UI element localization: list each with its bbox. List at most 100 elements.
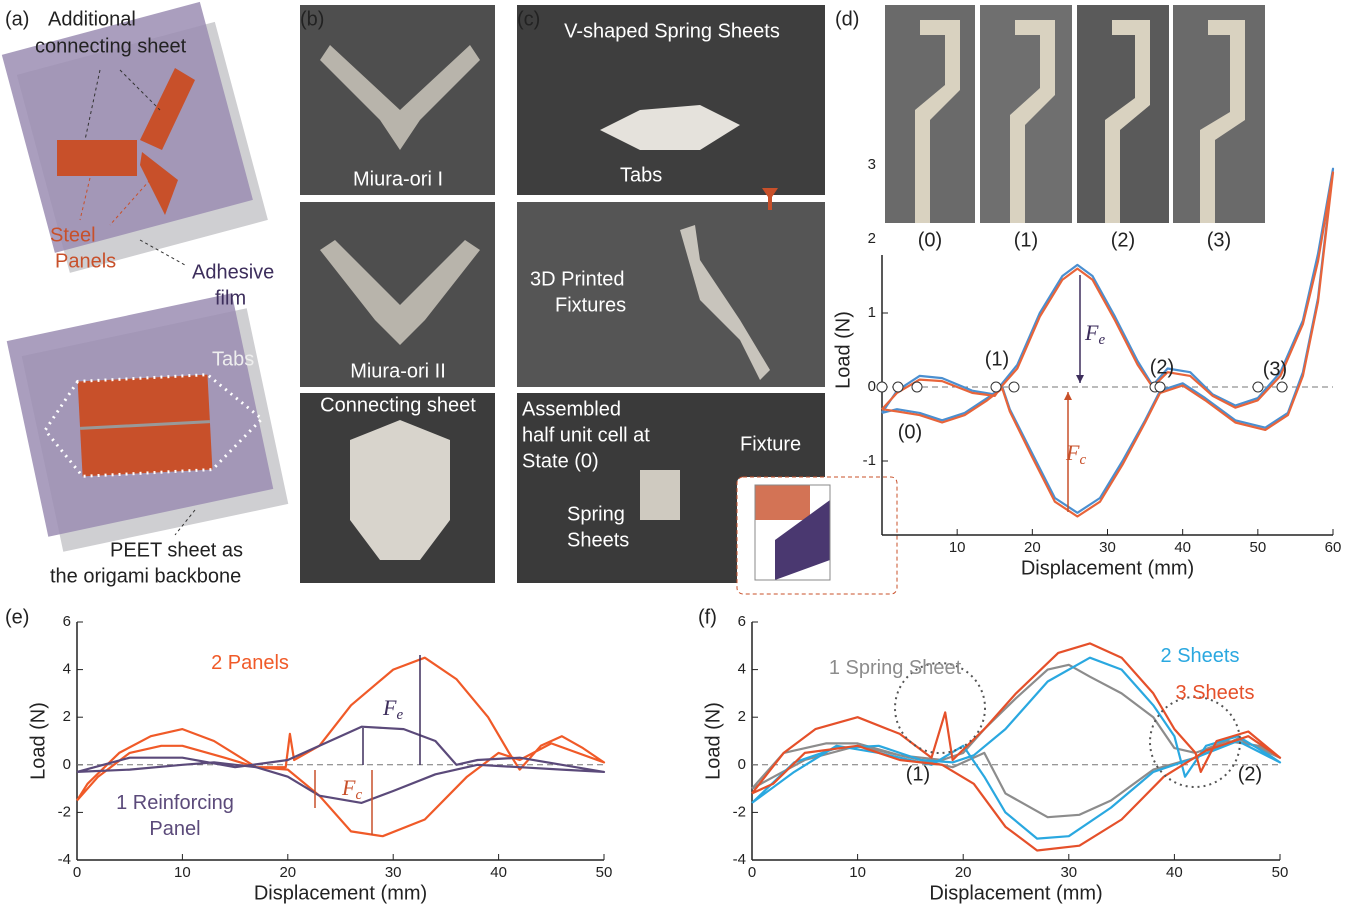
y-tick-label: 6 [738, 613, 746, 630]
photo-caption: half unit cell at [522, 424, 650, 446]
force-subscript: e [396, 707, 403, 723]
leader [109, 179, 151, 226]
panel-c-photos: (c) V-shaped Spring Sheets Tabs 3D Print… [517, 5, 898, 595]
x-tick-label: 20 [955, 864, 972, 881]
x-tick-label: 50 [596, 864, 613, 881]
force-symbol: F [1084, 320, 1099, 345]
adhesive-film [1, 1, 253, 253]
annotation: (2) [1238, 763, 1262, 785]
x-tick-label: 40 [1174, 539, 1191, 556]
arrow-head [1064, 392, 1072, 400]
x-tick-label: 10 [174, 864, 191, 881]
panel-label: (c) [517, 8, 540, 30]
photo-object [680, 225, 770, 380]
state-marker [1008, 381, 1020, 393]
leader [139, 239, 186, 266]
y-tick-label: 0 [738, 756, 746, 773]
annotation: (1) [985, 348, 1009, 370]
state-marker [911, 381, 923, 393]
force-symbol: F [382, 695, 397, 720]
x-axis-label: Displacement (mm) [1021, 557, 1194, 579]
state-marker [1276, 381, 1288, 393]
panel-label: (a) [5, 8, 29, 30]
y-tick-label: 2 [738, 708, 746, 725]
x-tick-label: 30 [1060, 864, 1077, 881]
photo-caption: Sheets [567, 529, 629, 551]
state-marker [1154, 381, 1166, 393]
highlight-circle [1149, 696, 1241, 788]
photo-caption: Assembled [522, 398, 621, 420]
y-tick-label: 0 [63, 756, 71, 773]
y-tick-label: 2 [63, 708, 71, 725]
x-tick-label: 10 [849, 864, 866, 881]
data-line [751, 642, 1282, 852]
x-tick-label: 60 [1325, 539, 1342, 556]
y-tick-label: 0 [868, 378, 876, 395]
x-tick-label: 30 [1099, 539, 1116, 556]
photo-object [320, 45, 480, 150]
steel-panel [57, 140, 137, 176]
photo-caption: Fixture [740, 433, 801, 455]
y-tick-label: 6 [63, 613, 71, 630]
photo-object [600, 105, 740, 150]
y-tick-label: -1 [863, 452, 876, 469]
photo-object [640, 470, 680, 520]
photo-caption: Fixtures [555, 294, 626, 316]
y-axis-label: Load (N) [27, 702, 49, 780]
y-tick-label: -4 [733, 851, 746, 868]
panel-label: (d) [835, 8, 859, 30]
annotation: (1) [906, 763, 930, 785]
x-tick-label: 30 [385, 864, 402, 881]
photo-caption: Connecting sheet [320, 394, 476, 416]
force-subscript: e [1098, 332, 1105, 348]
x-axis-label: Displacement (mm) [254, 882, 427, 904]
series-label: 3 Sheets [1175, 682, 1255, 704]
x-tick-label: 20 [1024, 539, 1041, 556]
annotation: Steel [50, 224, 96, 246]
series-label: 1 Reinforcing Panel [116, 792, 234, 840]
y-tick-label: -2 [58, 803, 71, 820]
steel-panel [140, 68, 195, 150]
panel-b-photos: (b) Miura-ori I Miura-ori II Connecting … [300, 5, 495, 583]
inset-panel [755, 485, 810, 520]
y-tick-label: 4 [738, 661, 746, 678]
photo-object [350, 420, 450, 560]
annotation: connecting sheet [35, 35, 187, 57]
crease [80, 420, 210, 430]
annotation: (3) [1263, 358, 1287, 380]
x-axis-label: Displacement (mm) [929, 882, 1102, 904]
leader [174, 509, 196, 536]
data-line [881, 167, 1335, 514]
force-label: Fc [1065, 440, 1086, 468]
y-tick-label: -4 [58, 851, 71, 868]
force-subscript: c [1079, 452, 1086, 468]
force-subscript: c [355, 787, 362, 803]
arrow-head [762, 188, 778, 200]
series-label: 1 Spring Sheet [828, 657, 962, 679]
highlight-circle [894, 662, 986, 754]
photo-caption: V-shaped Spring Sheets [564, 20, 780, 42]
annotation: film [215, 287, 246, 309]
annotation: Panels [55, 250, 116, 272]
annotation: (0) [898, 421, 922, 443]
series-label: 2 Panels [211, 652, 289, 674]
state-marker [1252, 381, 1264, 393]
force-symbol: F [341, 775, 356, 800]
arrow-head [1076, 375, 1084, 383]
data-line [76, 725, 606, 804]
photo-caption: 3D Printed [530, 268, 625, 290]
photo-caption: Miura-ori I [353, 168, 443, 190]
force-label: Fe [382, 695, 403, 723]
panel-label: (b) [300, 8, 324, 30]
panel-label: (f) [698, 606, 717, 628]
photo-object [320, 240, 480, 345]
annotation: Additional [48, 8, 136, 30]
annotation: the origami backbone [50, 565, 241, 587]
x-tick-label: 0 [748, 864, 756, 881]
x-tick-label: 50 [1249, 539, 1266, 556]
annotation: Tabs [212, 348, 254, 370]
data-line [751, 663, 1282, 819]
x-tick-label: 40 [1166, 864, 1183, 881]
photo-caption: Miura-ori II [350, 360, 446, 382]
